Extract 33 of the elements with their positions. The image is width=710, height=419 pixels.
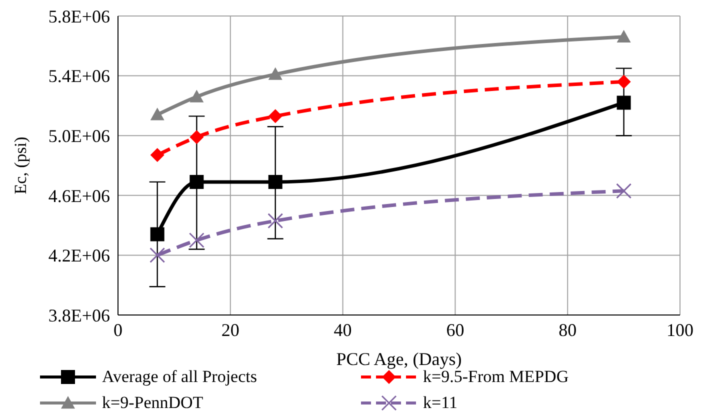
point	[150, 227, 164, 242]
point	[268, 174, 282, 189]
point	[616, 96, 631, 110]
point	[190, 130, 204, 144]
point	[150, 148, 164, 162]
point	[150, 108, 164, 120]
y-tick-label: 5.8E+06	[48, 6, 110, 26]
point	[616, 74, 631, 89]
x-tick-label: 100	[666, 320, 694, 340]
y-tick-label: 5.4E+06	[48, 66, 110, 86]
x-tick-label: 40	[334, 320, 352, 340]
x-tick-label: 20	[221, 320, 240, 340]
x-tick-label: 0	[114, 320, 122, 340]
point	[616, 30, 631, 43]
legend-label: Average of all Projects	[102, 367, 257, 387]
legend-label: k=9-PennDOT	[102, 393, 204, 413]
y-tick-label: 3.8E+06	[48, 305, 110, 326]
x-tick-label: 60	[446, 320, 464, 340]
y-axis-title: Ec, (psi)	[11, 136, 30, 194]
x-tick-label: 80	[558, 320, 577, 340]
y-tick-label: 4.2E+06	[48, 246, 110, 266]
point	[150, 247, 166, 263]
y-tick-label: 4.6E+06	[48, 186, 110, 206]
x-axis-title: PCC Age, (Days)	[336, 349, 462, 369]
point	[268, 213, 284, 229]
point	[616, 183, 632, 199]
y-tick-label: 5.0E+06	[48, 126, 110, 146]
legend-label: k=11	[423, 393, 458, 413]
point	[268, 67, 282, 80]
point	[190, 90, 204, 102]
point	[188, 232, 204, 248]
point	[268, 109, 282, 124]
point	[190, 174, 204, 189]
